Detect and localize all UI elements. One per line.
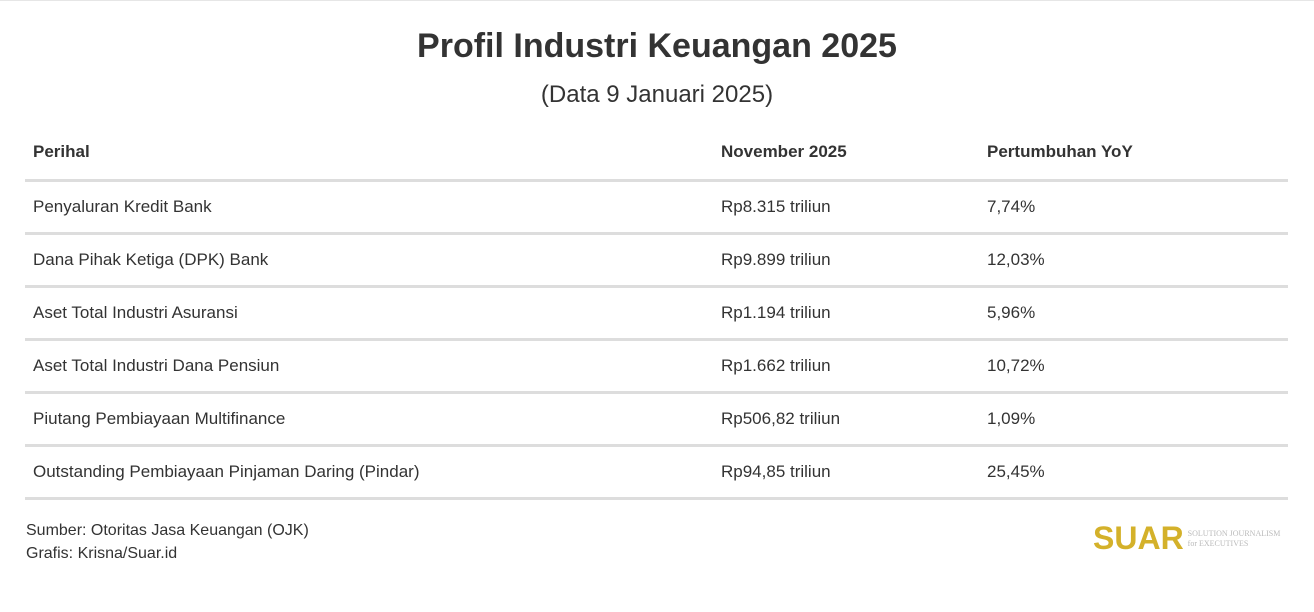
cell-yoy: 10,72% <box>979 339 1288 394</box>
cell-perihal: Aset Total Industri Dana Pensiun <box>25 339 713 394</box>
credit-note: Grafis: Krisna/Suar.id <box>26 545 178 562</box>
cell-value: Rp1.662 triliun <box>713 339 979 394</box>
cell-perihal: Piutang Pembiayaan Multifinance <box>25 392 713 447</box>
source-note: Sumber: Otoritas Jasa Keuangan (OJK) <box>26 522 309 539</box>
table-row: Aset Total Industri Asuransi Rp1.194 tril… <box>25 286 1288 341</box>
data-table: Perihal November 2025 Pertumbuhan YoY Pe… <box>25 125 1288 500</box>
suar-logo: SUAR SOLUTION JOURNALISM for EXECUTIVES <box>1093 520 1280 557</box>
table-row: Piutang Pembiayaan Multifinance Rp506,82 … <box>25 392 1288 447</box>
cell-value: Rp94,85 triliun <box>713 445 979 500</box>
cell-perihal: Aset Total Industri Asuransi <box>25 286 713 341</box>
logo-tagline: SOLUTION JOURNALISM for EXECUTIVES <box>1187 528 1281 548</box>
table-row: Outstanding Pembiayaan Pinjaman Daring (… <box>25 445 1288 500</box>
table-row: Dana Pihak Ketiga (DPK) Bank Rp9.899 tril… <box>25 233 1288 288</box>
cell-yoy: 1,09% <box>979 392 1288 447</box>
footer: Sumber: Otoritas Jasa Keuangan (OJK) Gra… <box>26 519 309 565</box>
page-title: Profil Industri Keuangan 2025 <box>417 27 897 65</box>
column-header-perihal: Perihal <box>25 125 713 182</box>
cell-yoy: 25,45% <box>979 445 1288 500</box>
cell-value: Rp1.194 triliun <box>713 286 979 341</box>
cell-value: Rp8.315 triliun <box>713 180 979 235</box>
table-header-row: Perihal November 2025 Pertumbuhan YoY <box>25 125 1288 182</box>
cell-perihal: Dana Pihak Ketiga (DPK) Bank <box>25 233 713 288</box>
cell-perihal: Penyaluran Kredit Bank <box>25 180 713 235</box>
table-row: Aset Total Industri Dana Pensiun Rp1.662 … <box>25 339 1288 394</box>
logo-wordmark: SUAR <box>1093 520 1184 556</box>
cell-value: Rp9.899 triliun <box>713 233 979 288</box>
page-subtitle: (Data 9 Januari 2025) <box>540 81 774 108</box>
column-header-november-2025: November 2025 <box>713 125 979 182</box>
cell-perihal: Outstanding Pembiayaan Pinjaman Daring (… <box>25 445 713 500</box>
column-header-yoy: Pertumbuhan YoY <box>979 125 1288 182</box>
table-row: Penyaluran Kredit Bank Rp8.315 triliun 7,7… <box>25 180 1288 235</box>
cell-value: Rp506,82 triliun <box>713 392 979 447</box>
cell-yoy: 5,96% <box>979 286 1288 341</box>
cell-yoy: 7,74% <box>979 180 1288 235</box>
cell-yoy: 12,03% <box>979 233 1288 288</box>
